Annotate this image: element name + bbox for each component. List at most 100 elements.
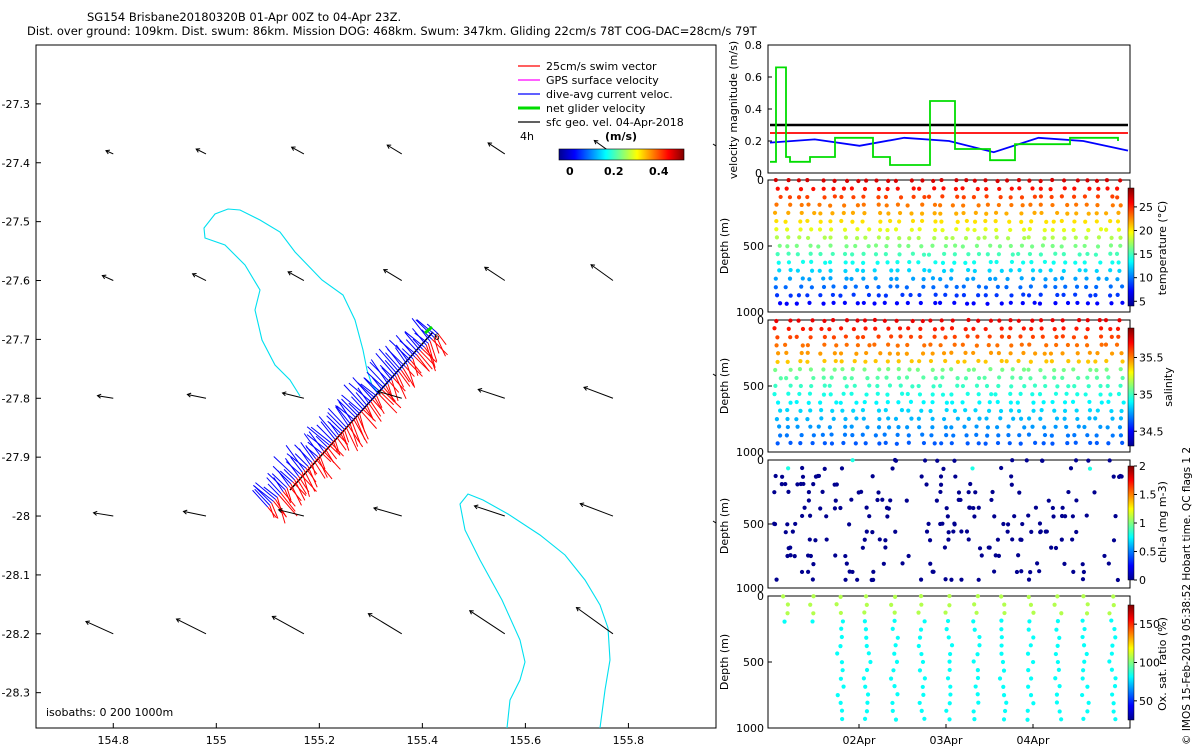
- profile-dot: [960, 400, 965, 405]
- profile-dot: [947, 701, 952, 706]
- profile-dot: [904, 285, 909, 290]
- profile-dot: [1010, 537, 1015, 542]
- profile-dot: [1106, 375, 1111, 380]
- profile-dot: [975, 186, 980, 192]
- salinity-ylabel: Depth (m): [718, 358, 731, 414]
- profile-dot: [897, 235, 902, 241]
- profile-dot: [795, 424, 800, 429]
- time-tick-label: 03Apr: [929, 734, 963, 747]
- profile-dot: [1062, 408, 1068, 413]
- profile-dot: [860, 545, 865, 550]
- profile-dot: [1063, 260, 1068, 265]
- dac-vector: [318, 416, 337, 438]
- profile-dot: [1019, 195, 1025, 200]
- profile-dot: [890, 708, 895, 714]
- profile-dot: [865, 425, 870, 430]
- profile-dot: [794, 301, 799, 306]
- profile-dot: [1108, 251, 1113, 256]
- profile-dot: [839, 466, 845, 471]
- profile-dot: [984, 383, 990, 389]
- profile-dot: [798, 219, 803, 224]
- profile-dot: [931, 178, 936, 184]
- profile-dot: [1075, 416, 1080, 422]
- profile-dot: [1072, 432, 1077, 438]
- profile-dot: [818, 351, 823, 356]
- profile-dot: [1042, 259, 1048, 265]
- profile-dot: [965, 227, 970, 232]
- profile-dot: [984, 194, 989, 199]
- profile-dot: [1072, 186, 1077, 191]
- profile-dot: [834, 400, 839, 405]
- profile-dot: [1088, 293, 1093, 298]
- profile-dot: [917, 186, 922, 191]
- profile-dot: [939, 318, 944, 323]
- profile-dot: [944, 284, 949, 289]
- geo-vector-head: [92, 510, 98, 516]
- profile-dot: [974, 383, 980, 388]
- profile-dot: [987, 400, 992, 405]
- profile-dot: [774, 218, 779, 224]
- profile-dot: [1061, 292, 1066, 297]
- profile-dot: [778, 433, 783, 438]
- profile-dot: [805, 350, 810, 355]
- profile-dot: [841, 391, 846, 396]
- profile-dot: [921, 277, 926, 282]
- profile-dot: [1041, 441, 1046, 446]
- dac-vector: [379, 364, 395, 379]
- profile-dot: [1075, 300, 1080, 306]
- profile-dot: [889, 268, 894, 273]
- profile-dot: [856, 490, 861, 495]
- profile-dot: [1008, 300, 1013, 305]
- profile-dot: [995, 343, 1000, 348]
- profile-dot: [1086, 228, 1091, 233]
- dac-vector: [263, 486, 278, 498]
- profile-dot: [1054, 700, 1060, 705]
- dac-vector: [283, 469, 295, 481]
- profile-dot: [892, 618, 897, 624]
- dac-vector: [389, 339, 412, 362]
- profile-dot: [838, 610, 843, 616]
- profile-dot: [932, 211, 937, 216]
- profile-dot: [947, 717, 952, 722]
- geo-vector-head: [593, 139, 599, 145]
- geo-vector: [187, 393, 207, 399]
- profile-dot: [1025, 651, 1031, 656]
- profile-dot: [863, 235, 868, 240]
- profile-dot: [930, 351, 935, 356]
- profile-dot: [811, 433, 816, 438]
- profile-dot: [783, 481, 788, 487]
- profile-dot: [800, 276, 805, 281]
- profile-dot: [960, 383, 966, 389]
- profile-dot: [924, 482, 929, 487]
- profile-dot: [907, 259, 912, 265]
- profile-dot: [839, 626, 844, 631]
- profile-dot: [897, 243, 902, 248]
- profile-dot: [840, 619, 846, 624]
- velocity-ytick-label: 0: [755, 167, 762, 180]
- profile-dot: [933, 376, 938, 381]
- profile-dot: [805, 343, 810, 348]
- profile-dot: [1008, 400, 1013, 405]
- profile-dot: [1087, 399, 1092, 405]
- profile-dot: [1103, 342, 1109, 347]
- map-ytick-label: -28.2: [2, 628, 30, 641]
- profile-dot: [1115, 195, 1120, 200]
- profile-dot: [1110, 194, 1115, 199]
- profile-dot: [808, 408, 813, 413]
- profile-dot: [1009, 343, 1014, 348]
- profile-dot: [799, 569, 805, 575]
- profile-dot: [774, 293, 780, 298]
- profile-dot: [824, 537, 829, 542]
- profile-dot: [972, 514, 977, 519]
- profile-dot: [821, 392, 827, 397]
- profile-dot: [1048, 187, 1053, 192]
- profile-dot: [816, 424, 821, 429]
- profile-dot: [1119, 351, 1124, 356]
- profile-dot: [939, 441, 944, 446]
- profile-dot: [1060, 375, 1065, 381]
- profile-dot: [788, 440, 793, 445]
- profile-dot: [999, 635, 1004, 640]
- profile-dot: [778, 408, 783, 413]
- profile-dot: [1085, 251, 1090, 257]
